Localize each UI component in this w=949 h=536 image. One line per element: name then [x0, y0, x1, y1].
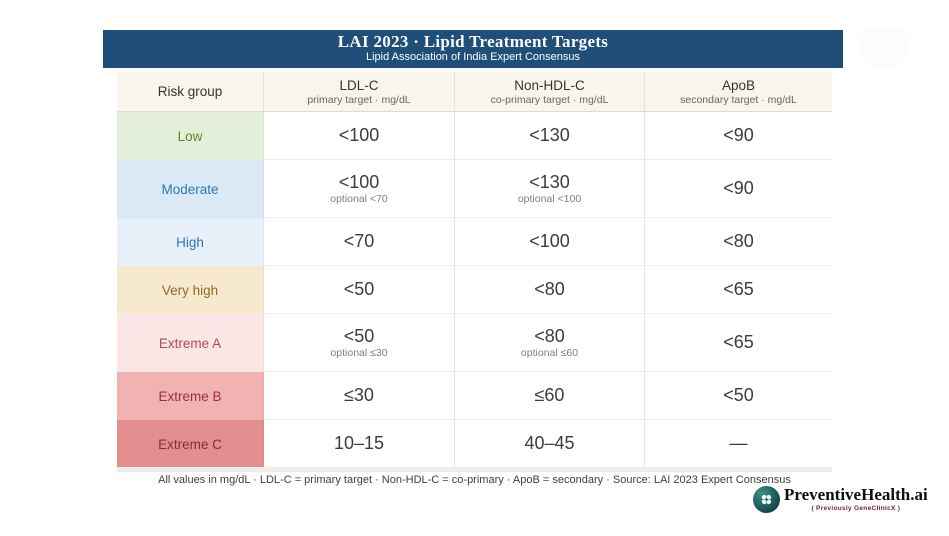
- target-value-cell: —: [645, 420, 832, 468]
- risk-group-cell: Very high: [117, 266, 264, 314]
- risk-group-cell: Low: [117, 112, 264, 160]
- target-value: —: [729, 433, 748, 454]
- target-value-cell: <90: [645, 160, 832, 218]
- page-subtitle: Lipid Association of India Expert Consen…: [365, 51, 581, 64]
- column-header-risk-group: Risk group: [117, 72, 264, 111]
- target-value: ≤30: [344, 385, 374, 406]
- target-value-cell: <50: [264, 266, 455, 314]
- target-value: 10–15: [333, 433, 385, 454]
- target-value: <100: [529, 231, 570, 252]
- target-value-cell: <100 optional <70: [264, 160, 455, 218]
- table-row: Low <100 <130 <90: [117, 112, 832, 160]
- column-label: Non-HDL-C: [514, 77, 585, 93]
- column-label: LDL-C: [339, 77, 379, 93]
- risk-group-cell: Moderate: [117, 160, 264, 218]
- target-value: <90: [723, 178, 754, 199]
- column-sublabel: secondary target · mg/dL: [680, 93, 797, 106]
- target-value-cell: <90: [645, 112, 832, 160]
- target-value: 40–45: [524, 433, 575, 454]
- footnote: All values in mg/dL · LDL-C = primary ta…: [158, 474, 791, 486]
- target-value: <100: [338, 171, 380, 192]
- risk-group-cell: High: [117, 218, 264, 266]
- target-value-cell: <70: [264, 218, 455, 266]
- target-value-cell: <80: [455, 266, 645, 314]
- target-value-cell: 40–45: [455, 420, 645, 468]
- target-value-cell: <50 optional ≤30: [264, 314, 455, 372]
- target-value: ≤60: [534, 385, 565, 406]
- target-value: <80: [723, 231, 754, 252]
- target-value-cell: ≤60: [455, 372, 645, 420]
- risk-group-cell: Extreme C: [117, 420, 264, 468]
- table-row: High <70 <100 <80: [117, 218, 832, 266]
- target-value: <130: [529, 171, 570, 192]
- table-row: Moderate <100 optional <70 <130 optional <10…: [117, 160, 832, 218]
- page-title: LAI 2023 · Lipid Treatment Targets: [337, 31, 609, 51]
- brand-logo: PreventiveHealth.ai ( Previously GeneCli…: [753, 485, 928, 513]
- target-value: <90: [723, 125, 754, 146]
- target-value-cell: 10–15: [264, 420, 455, 468]
- target-value: <50: [343, 325, 375, 346]
- risk-group-cell: Extreme A: [117, 314, 264, 372]
- column-label: Risk group: [157, 84, 223, 99]
- target-value-cell: <65: [645, 266, 832, 314]
- column-header-non-hdl-c: Non-HDL-C co-primary target · mg/dL: [455, 72, 645, 111]
- target-value-cell: <50: [645, 372, 832, 420]
- target-value: <50: [723, 385, 754, 406]
- column-header-apob: ApoB secondary target · mg/dL: [645, 72, 832, 111]
- target-value: <130: [529, 125, 570, 146]
- optional-note: optional <70: [330, 192, 388, 205]
- target-value: <65: [723, 279, 754, 300]
- faint-watermark-box: [862, 28, 906, 66]
- target-value-cell: ≤30: [264, 372, 455, 420]
- table-row: Extreme C 10–15 40–45 —: [117, 420, 832, 468]
- clover-icon: [753, 486, 780, 513]
- target-value: <100: [338, 125, 380, 146]
- column-sublabel: primary target · mg/dL: [307, 93, 411, 106]
- target-value: <70: [343, 231, 375, 252]
- brand-tagline: ( Previously GeneClinicX ): [811, 505, 901, 513]
- target-value: <80: [534, 325, 565, 346]
- target-value-cell: <80 optional ≤60: [455, 314, 645, 372]
- lipid-targets-table: Risk group LDL-C primary target · mg/dL …: [117, 72, 832, 468]
- target-value-cell: <100: [455, 218, 645, 266]
- table-body: Low <100 <130 <90 Moderate <100 optional <70 <1…: [117, 112, 832, 468]
- optional-note: optional <100: [517, 192, 582, 205]
- optional-note: optional ≤60: [520, 346, 579, 359]
- table-row: Extreme A <50 optional ≤30 <80 optional ≤60 <…: [117, 314, 832, 372]
- target-value: <50: [343, 279, 375, 300]
- column-label: ApoB: [721, 77, 756, 93]
- table-bottom-strip: [117, 467, 832, 472]
- risk-group-cell: Extreme B: [117, 372, 264, 420]
- target-value-cell: <80: [645, 218, 832, 266]
- target-value-cell: <130: [455, 112, 645, 160]
- optional-note: optional ≤30: [330, 346, 388, 359]
- target-value-cell: <65: [645, 314, 832, 372]
- title-banner: LAI 2023 · Lipid Treatment Targets Lipid…: [103, 30, 843, 68]
- target-value-cell: <100: [264, 112, 455, 160]
- table-header-row: Risk group LDL-C primary target · mg/dL …: [117, 72, 832, 112]
- target-value: <65: [723, 332, 754, 353]
- column-header-ldl-c: LDL-C primary target · mg/dL: [264, 72, 455, 111]
- table-row: Very high <50 <80 <65: [117, 266, 832, 314]
- column-sublabel: co-primary target · mg/dL: [490, 93, 609, 106]
- target-value: <80: [534, 279, 565, 300]
- brand-text: PreventiveHealth.ai ( Previously GeneCli…: [784, 485, 928, 512]
- brand-name: PreventiveHealth.ai: [784, 485, 928, 504]
- target-value-cell: <130 optional <100: [455, 160, 645, 218]
- table-row: Extreme B ≤30 ≤60 <50: [117, 372, 832, 420]
